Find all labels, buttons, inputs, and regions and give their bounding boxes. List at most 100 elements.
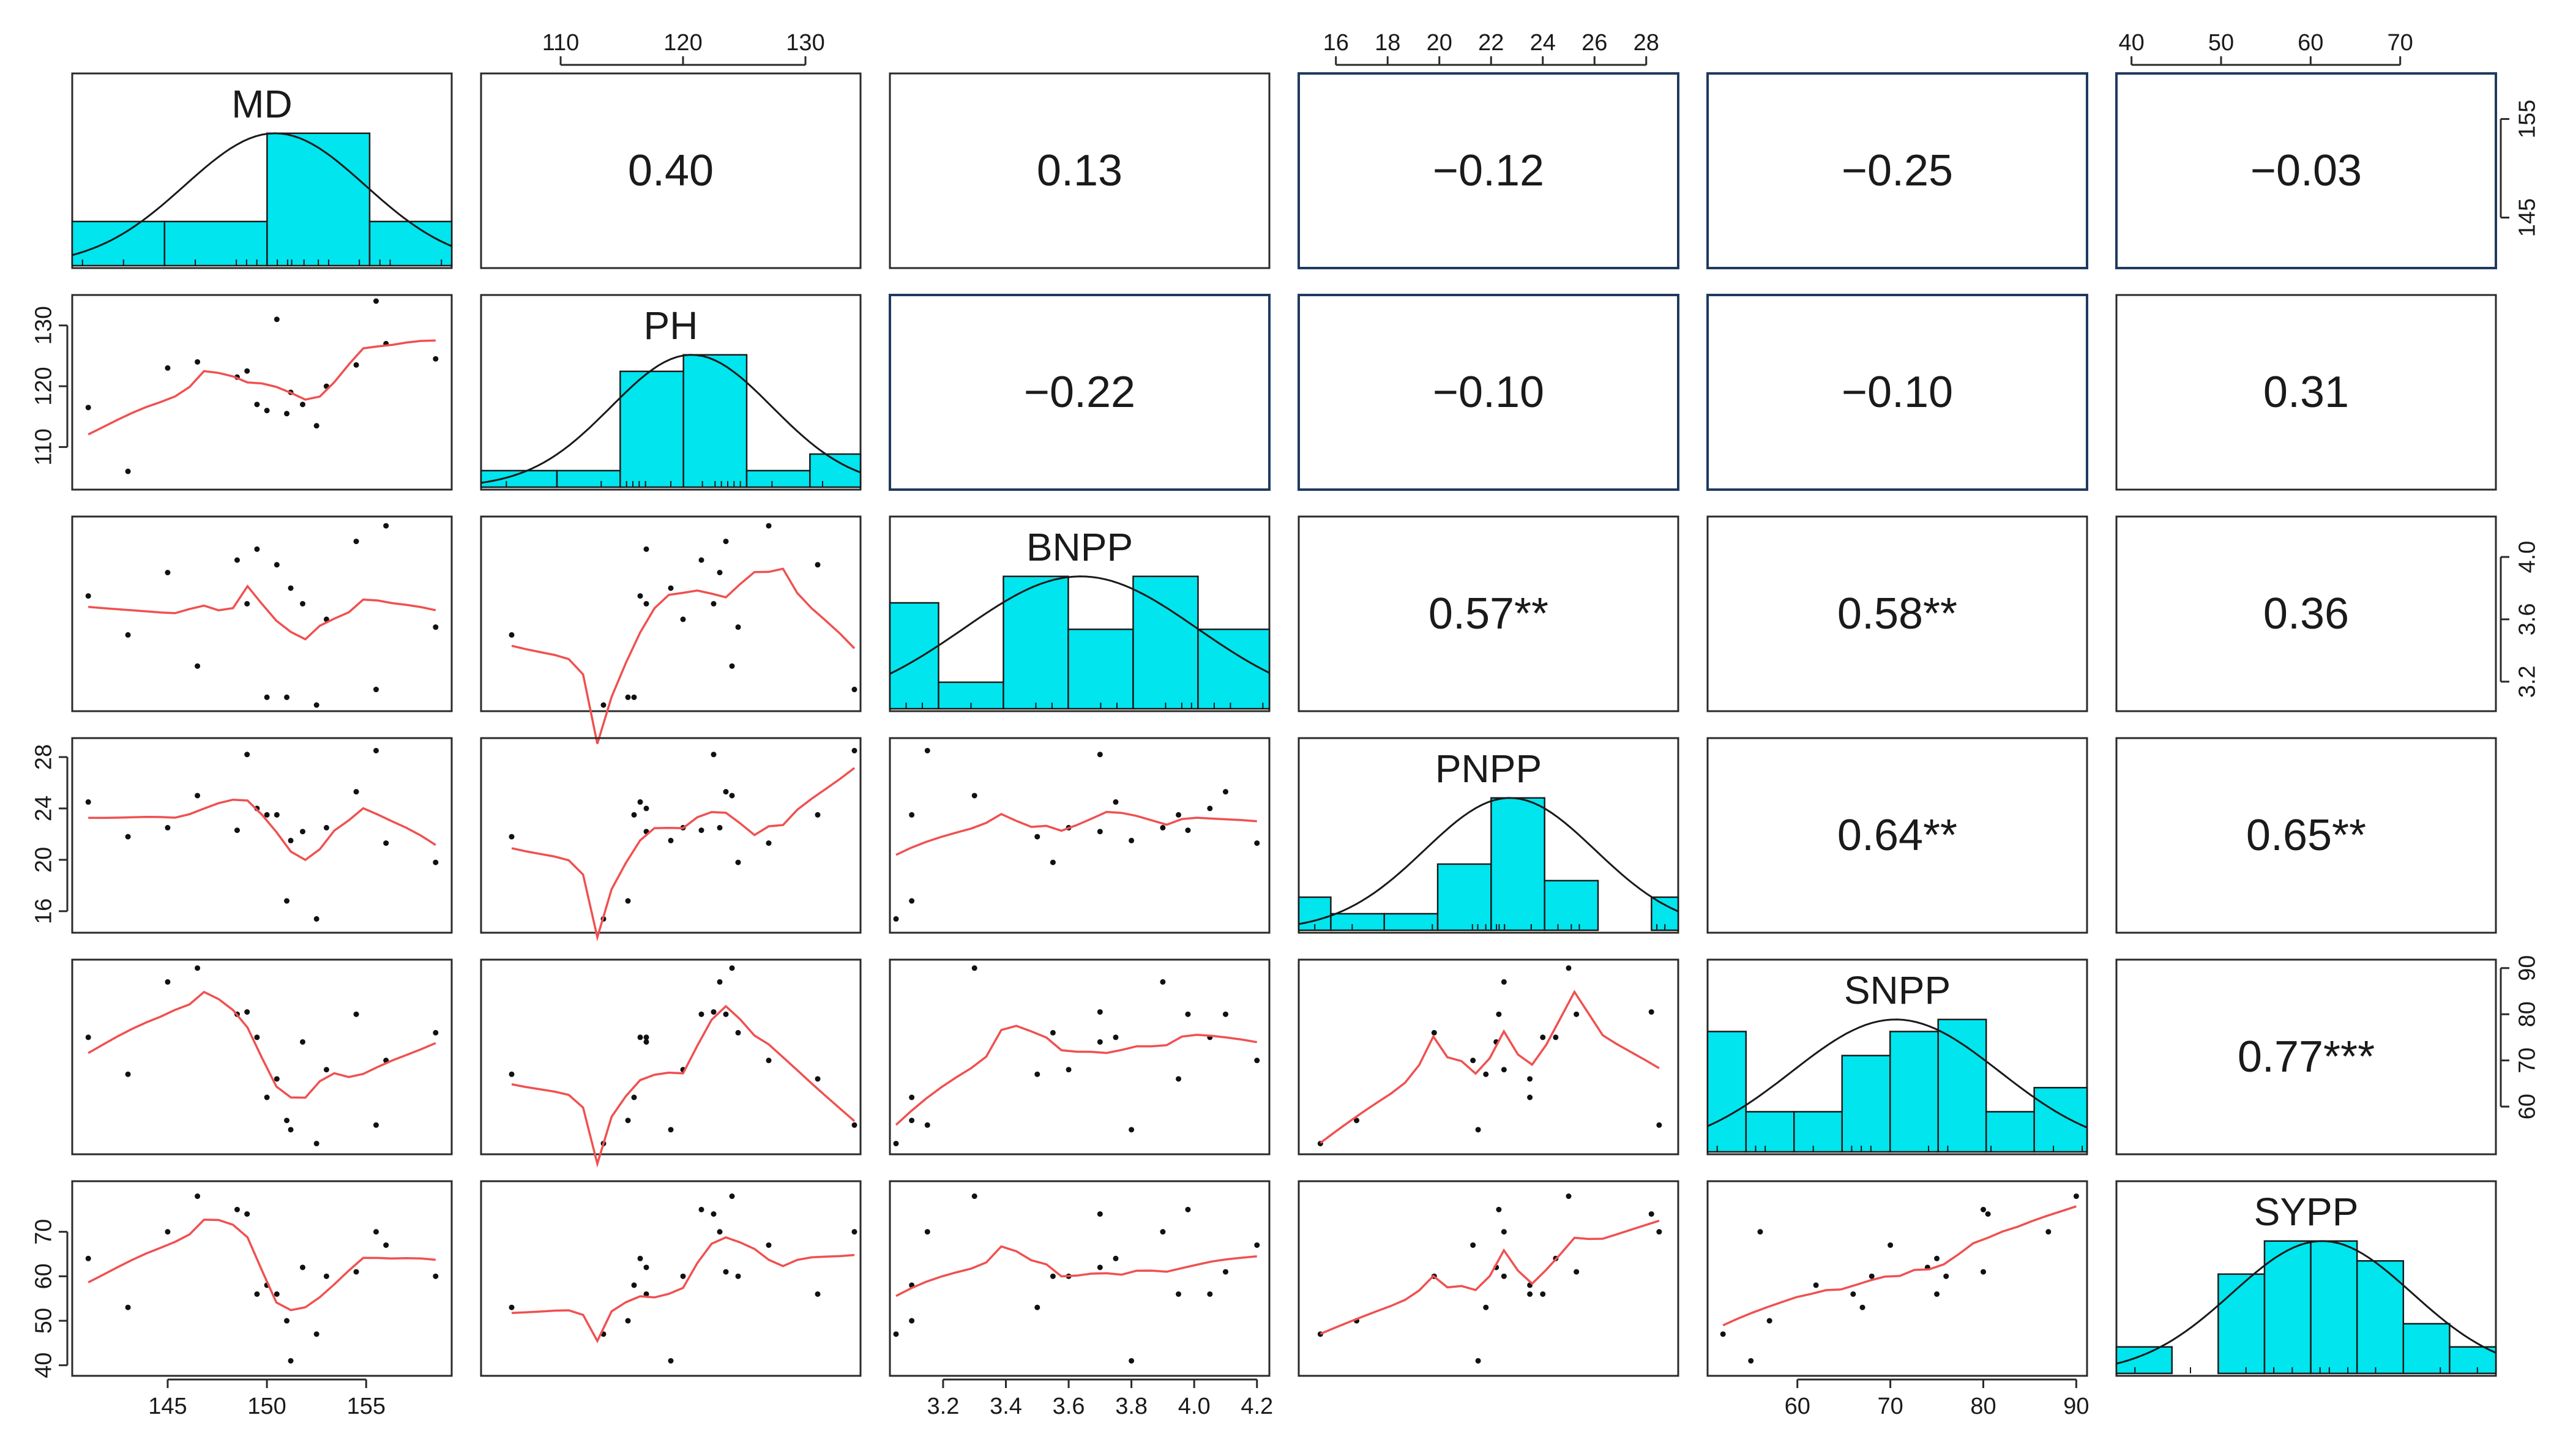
panel-bnpp-md: [71, 515, 453, 712]
density-curve-ph: [480, 354, 861, 484]
point-snpp-bnpp-17: [1050, 1029, 1056, 1036]
histogram-bar-snpp-2: [1793, 1111, 1843, 1153]
point-snpp-ph-17: [735, 1029, 741, 1036]
point-snpp-ph-7: [631, 1094, 637, 1100]
panel-layer: MD PH BNPP PNPP SNPP SYPP 0.40 0.13 −0.12 −0.25 −0…: [71, 72, 2497, 1377]
correlation-bnpp-pnpp: 0.57**: [1428, 589, 1548, 638]
point-snpp-bnpp-0: [1113, 1034, 1119, 1040]
point-pnpp-ph-3: [729, 793, 735, 799]
point-snpp-pnpp-1: [1483, 1071, 1489, 1077]
tick-label-top-pnpp-0: 16: [1323, 30, 1349, 56]
point-snpp-md-2: [165, 979, 171, 985]
point-ph-md-9: [284, 411, 290, 417]
point-pnpp-ph-15: [851, 747, 857, 753]
point-snpp-bnpp-13: [1066, 1067, 1072, 1073]
tick-label-bottom-bnpp-3: 3.8: [1115, 1394, 1148, 1419]
point-pnpp-ph-1: [509, 834, 515, 840]
density-curve-bnpp: [889, 575, 1270, 675]
histogram-bar-sypp-5: [2356, 1260, 2405, 1375]
point-sypp-pnpp-8: [1527, 1291, 1533, 1297]
point-snpp-ph-15: [851, 1122, 857, 1128]
point-bnpp-md-1: [125, 632, 131, 638]
smooth-line-pnpp-bnpp: [895, 810, 1257, 856]
tick-label-right-bnpp-2: 4.0: [2514, 541, 2540, 573]
point-pnpp-bnpp-17: [1050, 859, 1056, 865]
point-sypp-ph-9: [625, 1318, 631, 1324]
point-snpp-ph-9: [625, 1118, 631, 1124]
point-pnpp-bnpp-6: [1207, 805, 1213, 812]
smooth-line-sypp-snpp: [1722, 1205, 2077, 1327]
point-pnpp-bnpp-16: [1254, 840, 1260, 846]
histogram-bar-ph-3: [682, 354, 748, 488]
point-pnpp-ph-4: [698, 827, 704, 834]
panel-md-pnpp: [1298, 72, 1679, 269]
point-sypp-snpp-13: [1869, 1273, 1875, 1279]
point-pnpp-ph-16: [766, 840, 772, 846]
panel-pnpp-bnpp: [889, 737, 1271, 934]
tick-label-top-pnpp-1: 18: [1375, 30, 1400, 56]
point-ph-md-5: [244, 368, 250, 374]
point-ph-md-1: [125, 468, 131, 474]
panel-snpp-ph: [480, 958, 862, 1155]
point-bnpp-ph-4: [698, 557, 704, 563]
panel-pnpp-pnpp: [1298, 737, 1679, 934]
correlation-bnpp-snpp: 0.58**: [1837, 589, 1957, 638]
point-bnpp-ph-11: [643, 600, 649, 607]
point-bnpp-ph-10: [668, 585, 674, 591]
correlation-ph-snpp: −0.10: [1842, 368, 1953, 417]
point-pnpp-md-15: [373, 747, 379, 753]
point-pnpp-ph-9: [625, 898, 631, 904]
tick-label-left-sypp-3: 70: [31, 1219, 56, 1245]
panel-snpp-pnpp: [1298, 958, 1679, 1155]
point-sypp-pnpp-3: [1566, 1193, 1572, 1200]
histogram-bar-snpp-7: [2033, 1086, 2088, 1153]
point-snpp-bnpp-2: [1160, 979, 1166, 985]
point-snpp-bnpp-9: [909, 1118, 915, 1124]
point-pnpp-bnpp-11: [1097, 829, 1103, 835]
tick-label-right-snpp-0: 60: [2514, 1094, 2540, 1119]
histogram-bar-md-0: [71, 220, 166, 267]
correlation-md-sypp: −0.03: [2250, 146, 2362, 195]
correlation-pnpp-snpp: 0.64**: [1837, 811, 1957, 860]
tick-label-right-md-1: 155: [2514, 100, 2540, 138]
point-sypp-pnpp-16: [1470, 1242, 1476, 1248]
point-snpp-pnpp-3: [1566, 965, 1572, 971]
correlation-md-bnpp: 0.13: [1037, 146, 1122, 195]
point-pnpp-md-5: [244, 752, 250, 758]
panel-bnpp-sypp: [2115, 515, 2497, 712]
panel-md-sypp: [2115, 72, 2497, 269]
point-pnpp-bnpp-0: [1113, 799, 1119, 805]
tick-label-top-pnpp-5: 26: [1582, 30, 1607, 56]
correlation-bnpp-sypp: 0.36: [2263, 589, 2349, 638]
point-sypp-bnpp-14: [1222, 1269, 1228, 1275]
point-snpp-ph-1: [509, 1071, 515, 1077]
point-bnpp-md-11: [299, 600, 305, 607]
tick-label-top-ph-0: 110: [542, 30, 580, 56]
point-snpp-md-9: [284, 1118, 290, 1124]
point-bnpp-ph-5: [711, 600, 717, 607]
point-pnpp-bnpp-5: [1097, 752, 1103, 758]
point-sypp-snpp-9: [1766, 1318, 1772, 1324]
tick-label-right-md-0: 145: [2514, 198, 2540, 237]
point-pnpp-md-9: [284, 898, 290, 904]
histogram-bar-snpp-3: [1841, 1055, 1891, 1153]
point-bnpp-md-10: [288, 585, 294, 591]
point-pnpp-md-14: [353, 789, 359, 795]
point-sypp-pnpp-5: [1648, 1211, 1654, 1217]
tick-label-top-sypp-1: 50: [2208, 30, 2234, 56]
smooth-line-sypp-bnpp: [895, 1245, 1257, 1297]
point-bnpp-md-12: [313, 702, 319, 708]
point-snpp-ph-14: [723, 1011, 729, 1017]
point-sypp-ph-8: [815, 1291, 821, 1297]
point-bnpp-md-17: [433, 624, 439, 630]
density-curve-snpp: [1707, 1018, 2088, 1129]
point-sypp-snpp-12: [1720, 1331, 1726, 1337]
point-bnpp-ph-14: [723, 539, 729, 545]
tick-label-left-sypp-1: 50: [31, 1308, 56, 1334]
panel-ph-snpp: [1706, 294, 2088, 491]
histogram-bar-ph-1: [556, 469, 621, 488]
point-sypp-md-14: [353, 1269, 359, 1275]
point-snpp-bnpp-15: [924, 1122, 930, 1128]
point-pnpp-ph-0: [637, 799, 643, 805]
